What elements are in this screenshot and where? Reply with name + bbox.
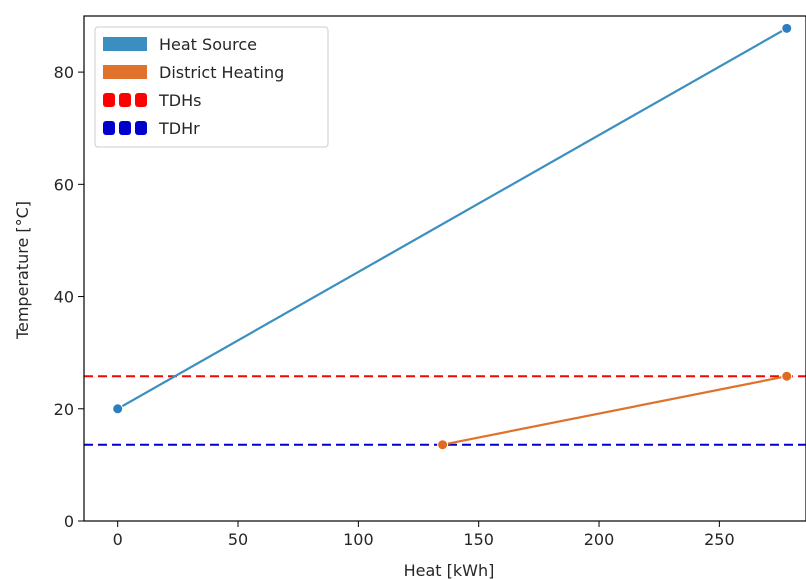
x-tick-label: 200 bbox=[584, 530, 615, 549]
y-tick-label: 60 bbox=[54, 175, 74, 194]
legend-label: Heat Source bbox=[159, 35, 257, 54]
legend-swatch-tdhs bbox=[103, 93, 115, 107]
legend: Heat Source District Heating TDHs TDHr bbox=[94, 26, 329, 148]
y-tick-label: 80 bbox=[54, 63, 74, 82]
y-axis-label: Temperature [°C] bbox=[13, 201, 32, 340]
legend-swatch bbox=[103, 65, 147, 79]
x-axis-label: Heat [kWh] bbox=[404, 561, 495, 579]
legend-label: District Heating bbox=[159, 63, 284, 82]
x-tick-label: 100 bbox=[343, 530, 374, 549]
plot-area bbox=[84, 22, 806, 451]
legend-swatch-tdhr bbox=[103, 121, 115, 135]
data-point bbox=[112, 403, 124, 415]
plot-frame bbox=[83, 15, 806, 522]
y-tick-label: 20 bbox=[54, 400, 74, 419]
x-tick-label: 50 bbox=[228, 530, 248, 549]
legend-swatch-tdhr bbox=[119, 121, 131, 135]
legend-label: TDHr bbox=[158, 119, 200, 138]
legend-box bbox=[94, 26, 329, 148]
y-tick-label: 0 bbox=[64, 512, 74, 531]
x-tick-label: 150 bbox=[463, 530, 494, 549]
x-tick-label: 250 bbox=[704, 530, 735, 549]
data-point bbox=[781, 370, 793, 382]
legend-swatch-tdhs bbox=[119, 93, 131, 107]
x-tick-label: 0 bbox=[113, 530, 123, 549]
axes: 0 50 100 150 200 250 0 20 40 60 80 bbox=[54, 15, 806, 549]
series-line-2 bbox=[442, 375, 787, 446]
series-line-1 bbox=[117, 27, 788, 410]
legend-swatch-tdhs bbox=[135, 93, 147, 107]
legend-swatch bbox=[103, 37, 147, 51]
legend-swatch-tdhr bbox=[135, 121, 147, 135]
y-tick-label: 40 bbox=[54, 288, 74, 307]
data-point bbox=[781, 22, 793, 34]
data-point bbox=[437, 439, 449, 451]
legend-label: TDHs bbox=[158, 91, 201, 110]
